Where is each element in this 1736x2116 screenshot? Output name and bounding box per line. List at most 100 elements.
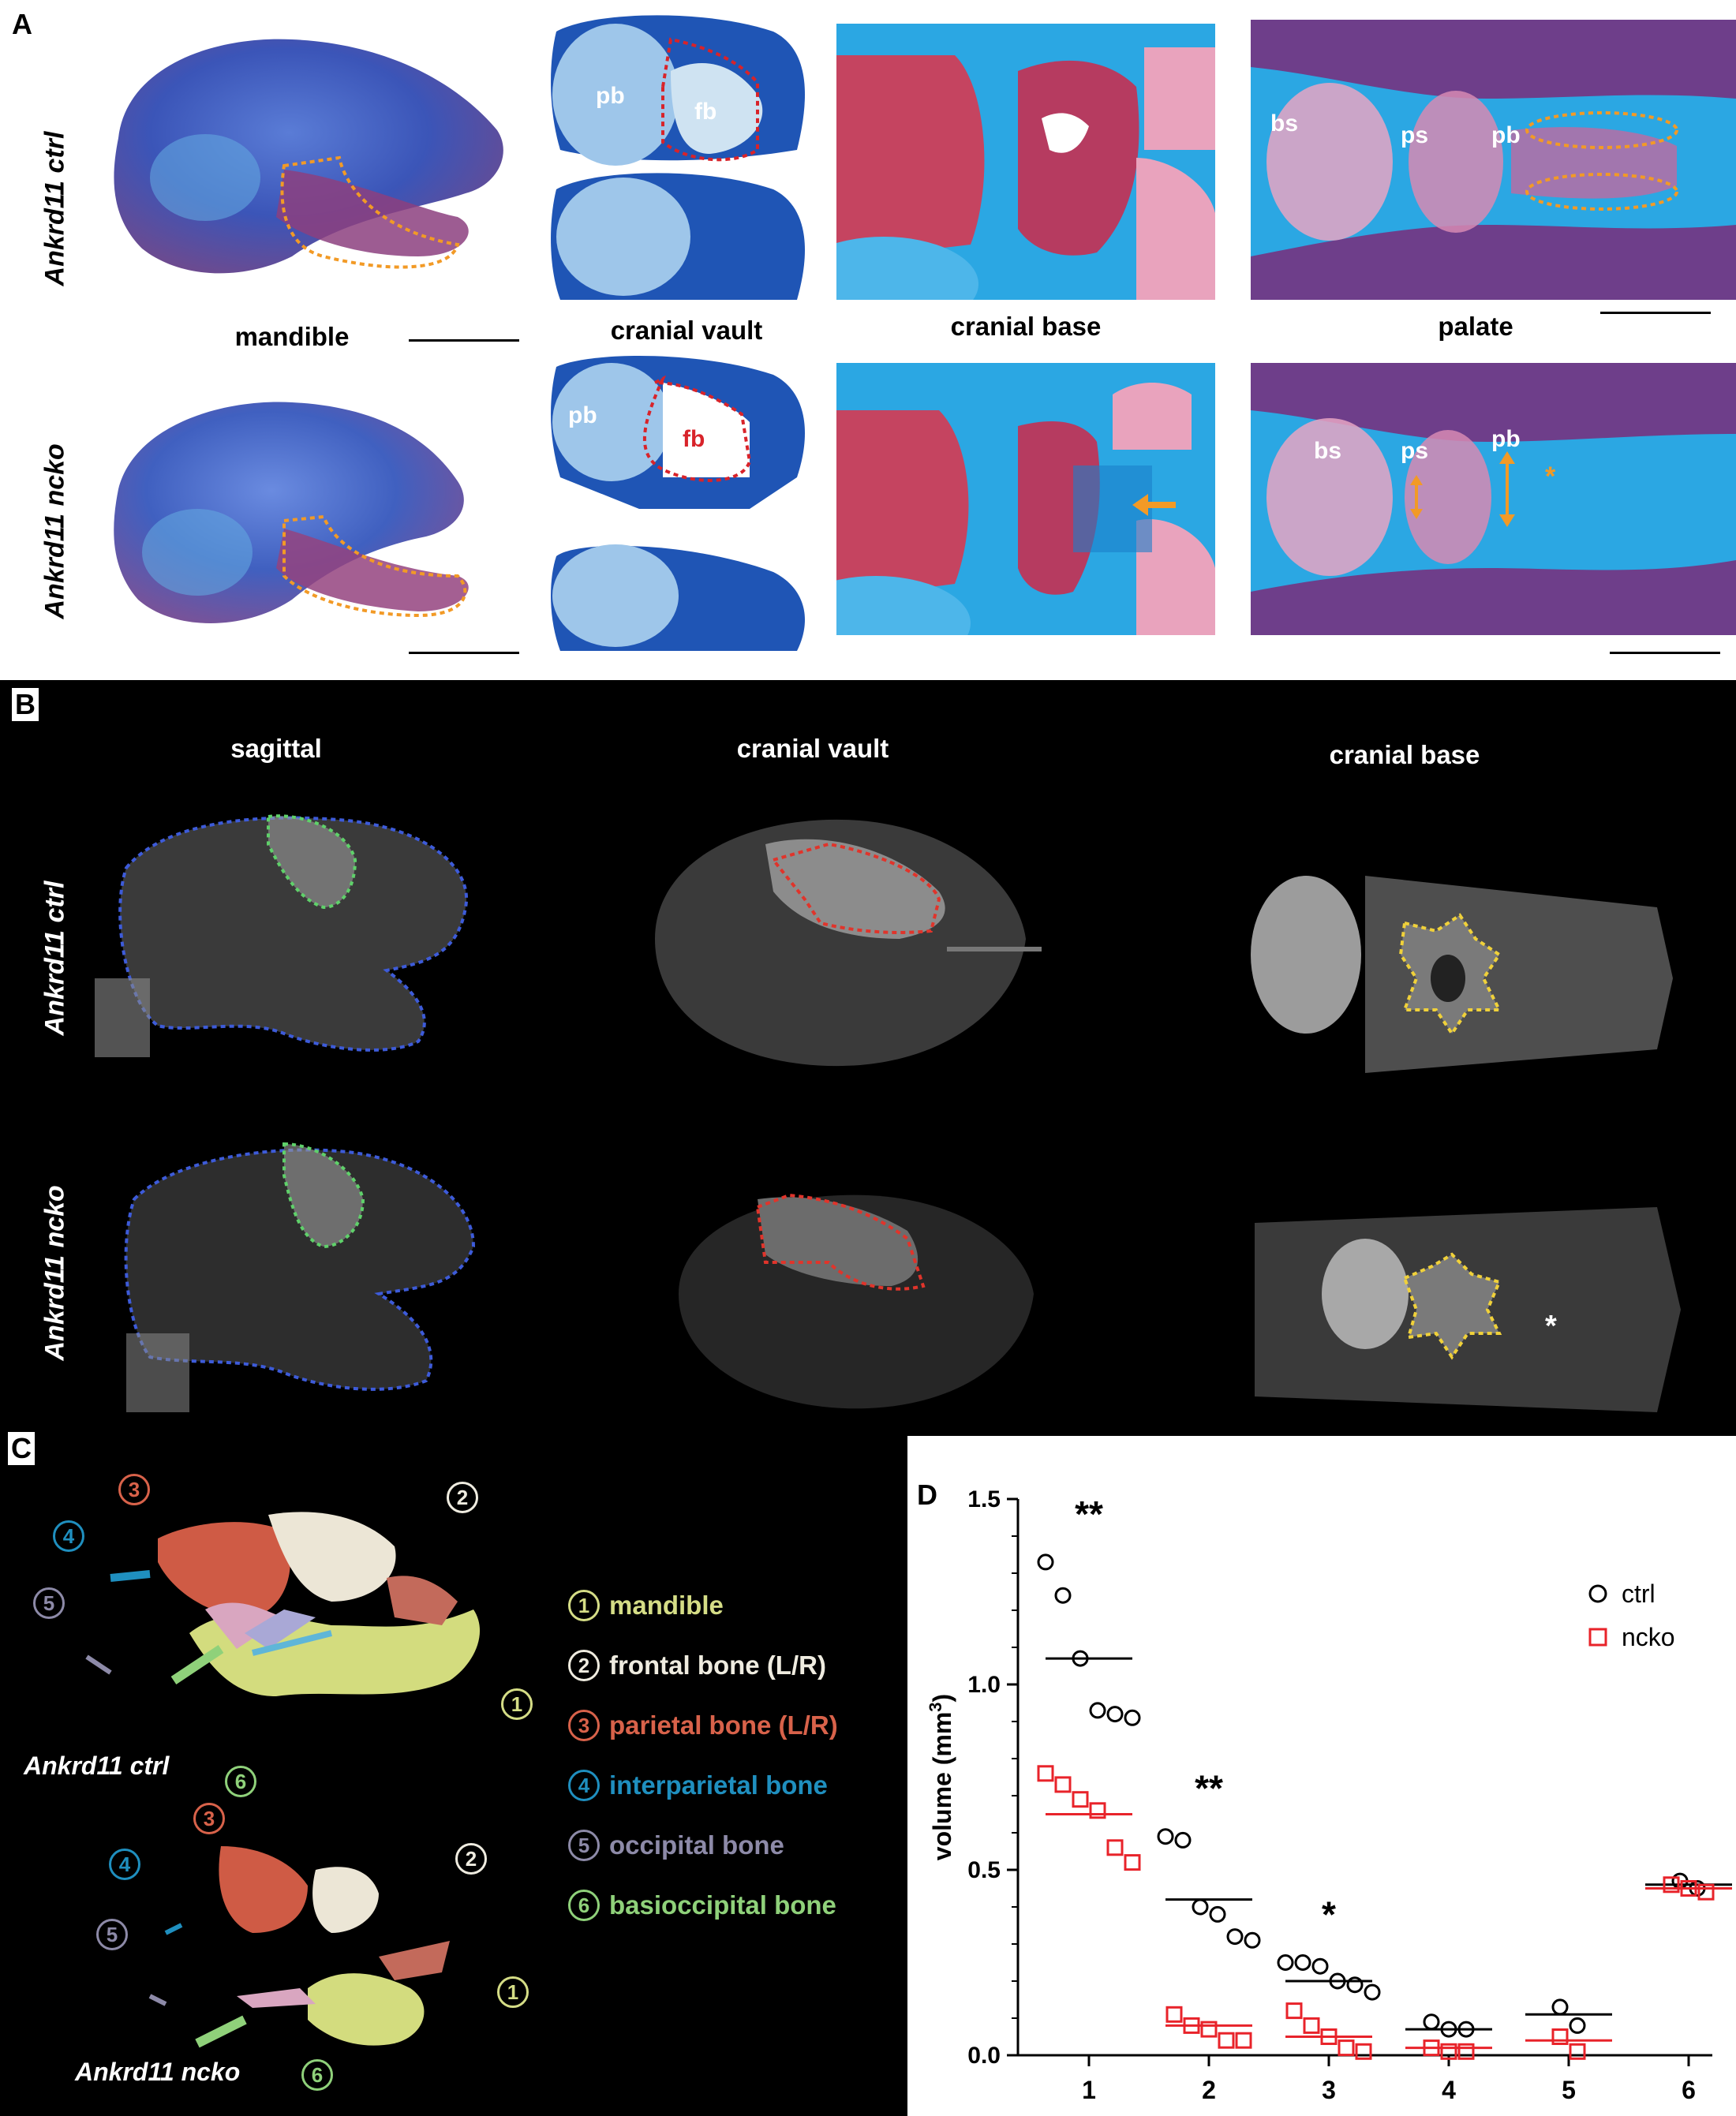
ncko-point xyxy=(1551,2028,1569,2045)
sagittal-ncko-image xyxy=(87,1128,513,1420)
ctrl-point xyxy=(1311,1957,1329,1975)
c-callout-2-ctrl: 2 xyxy=(447,1482,478,1513)
annotation-pb-palate-ctrl: pb xyxy=(1491,122,1521,148)
ctrl-point xyxy=(1569,2017,1586,2034)
legend-marker-ctrl xyxy=(1588,1584,1607,1603)
ctrl-point xyxy=(1124,1709,1141,1726)
ctrl-point xyxy=(1364,1983,1381,2001)
c-legend-number: 2 xyxy=(568,1650,600,1681)
panel-a-row-label-ncko: Ankrd11 ncko xyxy=(39,443,70,619)
y-tick-label: 1.5 xyxy=(967,1486,1001,1512)
label-mandible: mandible xyxy=(234,322,350,351)
ncko-point xyxy=(1285,2002,1303,2020)
c-callout-2-ncko: 2 xyxy=(455,1843,487,1875)
label-palate: palate xyxy=(1438,312,1513,341)
panel-b-row-label-ncko: Ankrd11 ncko xyxy=(39,1185,70,1361)
cranial-base-ncko-image xyxy=(836,363,1215,635)
b-cranial-vault-ncko-image xyxy=(655,1176,1049,1420)
annotation-pb-ctrl: pb xyxy=(596,83,625,109)
label-b-cranial-vault: cranial vault xyxy=(736,734,889,763)
ncko-point xyxy=(1569,2043,1586,2060)
c-legend-item: 3 parietal bone (L/R) xyxy=(568,1710,838,1741)
c-callout-5-ctrl: 5 xyxy=(33,1587,65,1619)
c-legend-number: 4 xyxy=(568,1770,600,1801)
cranial-vault-ncko-image xyxy=(544,351,817,655)
significance-mark: ** xyxy=(1075,1494,1103,1535)
scalebar-a4 xyxy=(1610,652,1720,654)
ncko-point xyxy=(1697,1883,1715,1901)
c-callout-4-ctrl: 4 xyxy=(53,1520,84,1552)
cranial-base-ctrl-image xyxy=(836,24,1215,300)
c-legend-item: 1 mandible xyxy=(568,1590,724,1621)
y-axis-label-end: ) xyxy=(928,1694,956,1703)
ncko-point xyxy=(1355,2043,1372,2060)
y-axis-label: volume (mm3) xyxy=(926,1694,957,1860)
ctrl-point xyxy=(1551,1998,1569,2016)
c-legend-label: occipital bone xyxy=(609,1830,784,1860)
c-callout-4-ncko: 4 xyxy=(109,1849,140,1880)
x-tick-label: 3 xyxy=(1322,2076,1336,2104)
panel-b-row-label-ctrl: Ankrd11 ctrl xyxy=(39,880,70,1036)
panel-a-row-label-ctrl: Ankrd11 ctrl xyxy=(39,131,70,286)
ctrl-point xyxy=(1346,1976,1364,1994)
annotation-star-palate: * xyxy=(1545,462,1556,492)
ctrl-point xyxy=(1174,1831,1192,1849)
y-tick-label: 0.0 xyxy=(967,2043,1001,2069)
significance-mark: * xyxy=(1322,1894,1336,1935)
x-tick-label: 1 xyxy=(1082,2076,1096,2104)
panel-c-background xyxy=(0,1436,907,2116)
significance-mark: ** xyxy=(1195,1768,1223,1809)
annotation-ps-ctrl: ps xyxy=(1401,122,1429,148)
scalebar-a3 xyxy=(1600,312,1711,314)
c-specimen-label-ncko: Ankrd11 ncko xyxy=(75,2058,241,2086)
y-tick-label: 0.5 xyxy=(967,1857,1001,1883)
ncko-point xyxy=(1200,2021,1218,2038)
y-tick-label: 1.0 xyxy=(967,1672,1001,1698)
scalebar-a1 xyxy=(409,339,519,342)
label-cranial-base: cranial base xyxy=(950,312,1102,341)
ctrl-point xyxy=(1106,1706,1124,1723)
b-cranial-base-ctrl-image xyxy=(1247,844,1689,1105)
ncko-point xyxy=(1303,2017,1320,2034)
c-callout-6-ncko: 6 xyxy=(301,2059,333,2091)
x-tick-label: 5 xyxy=(1562,2076,1576,2104)
c-callout-3-ncko: 3 xyxy=(193,1803,225,1834)
c-callout-1-ctrl: 1 xyxy=(501,1688,533,1720)
c-render-ncko xyxy=(79,1815,521,2067)
palate-ncko-image xyxy=(1251,363,1736,635)
ncko-point xyxy=(1457,2043,1475,2060)
c-render-ctrl xyxy=(79,1483,521,1759)
ncko-point xyxy=(1338,2039,1355,2057)
annotation-fb-ncko: fb xyxy=(683,426,705,452)
c-legend-item: 2 frontal bone (L/R) xyxy=(568,1650,826,1681)
panel-b-letter: B xyxy=(12,688,39,721)
x-tick-label: 6 xyxy=(1682,2076,1696,2104)
c-legend-item: 4 interparietal bone xyxy=(568,1770,828,1801)
ncko-point xyxy=(1106,1839,1124,1856)
c-legend-label: parietal bone (L/R) xyxy=(609,1710,838,1740)
annotation-ps-ncko: ps xyxy=(1401,438,1429,464)
scalebar-a2 xyxy=(409,652,519,654)
ctrl-point xyxy=(1244,1931,1261,1949)
mandible-ncko-image xyxy=(87,387,529,655)
ncko-point xyxy=(1663,1876,1680,1894)
c-legend-number: 6 xyxy=(568,1890,600,1921)
ctrl-point xyxy=(1294,1954,1311,1971)
c-callout-1-ncko: 1 xyxy=(497,1976,529,2008)
c-legend-label: interparietal bone xyxy=(609,1770,828,1800)
ctrl-point xyxy=(1037,1553,1054,1571)
ncko-point xyxy=(1440,2043,1457,2060)
ncko-point xyxy=(1037,1765,1054,1782)
y-axis-label-sup: 3 xyxy=(926,1702,945,1711)
c-legend-number: 3 xyxy=(568,1710,600,1741)
ncko-point xyxy=(1218,2032,1235,2049)
c-callout-6-ctrl: 6 xyxy=(225,1766,256,1797)
ctrl-point xyxy=(1209,1905,1226,1923)
c-legend-number: 5 xyxy=(568,1830,600,1861)
annotation-pb-palate-ncko: pb xyxy=(1491,426,1521,452)
c-callout-3-ctrl: 3 xyxy=(118,1474,150,1505)
b-cranial-base-ncko-image xyxy=(1247,1191,1689,1428)
c-legend-label: mandible xyxy=(609,1591,724,1620)
c-legend-number: 1 xyxy=(568,1590,600,1621)
